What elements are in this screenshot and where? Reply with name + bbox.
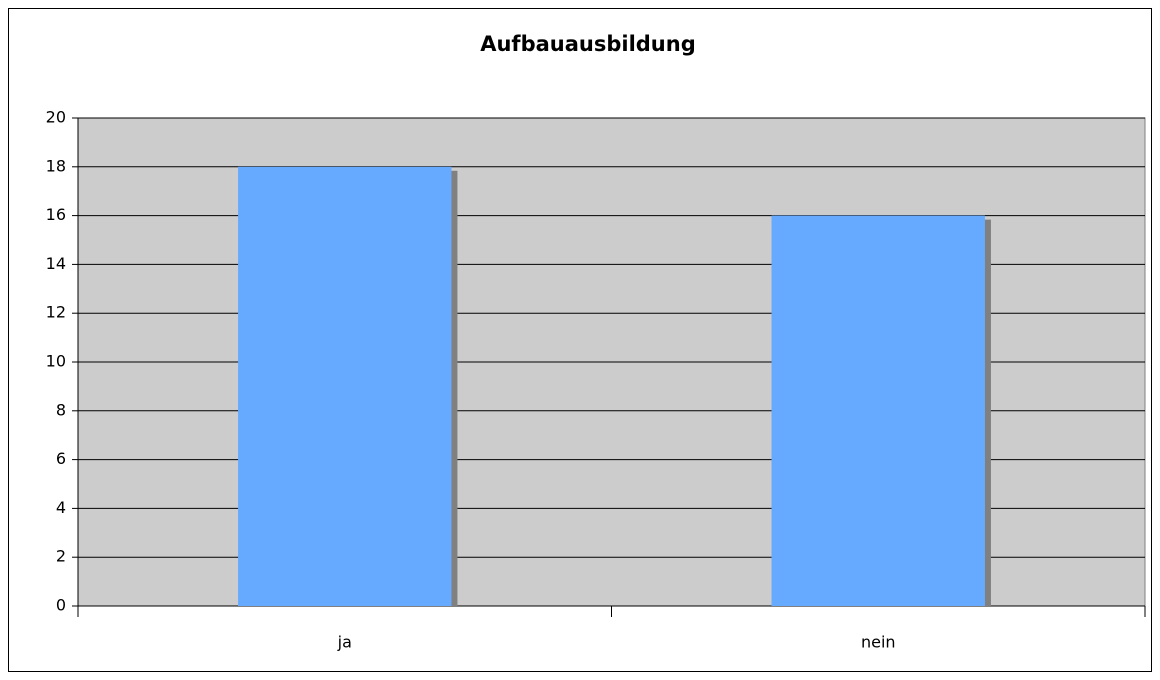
chart-title: Aufbauausbildung (480, 32, 696, 56)
y-tick-label: 4 (56, 498, 66, 517)
x-tick-label: ja (337, 633, 352, 652)
y-tick-label: 20 (46, 108, 66, 127)
y-tick-label: 14 (46, 254, 66, 273)
bar (771, 215, 985, 606)
y-tick-label: 8 (56, 400, 66, 419)
bar (238, 166, 452, 607)
y-tick-label: 18 (46, 156, 66, 175)
y-tick-label: 10 (46, 352, 66, 371)
y-tick-label: 6 (56, 449, 66, 468)
y-tick-label: 16 (46, 205, 66, 224)
y-tick-label: 0 (56, 596, 66, 615)
y-tick-label: 2 (56, 547, 66, 566)
x-tick-label: nein (861, 633, 896, 652)
y-tick-label: 12 (46, 303, 66, 322)
